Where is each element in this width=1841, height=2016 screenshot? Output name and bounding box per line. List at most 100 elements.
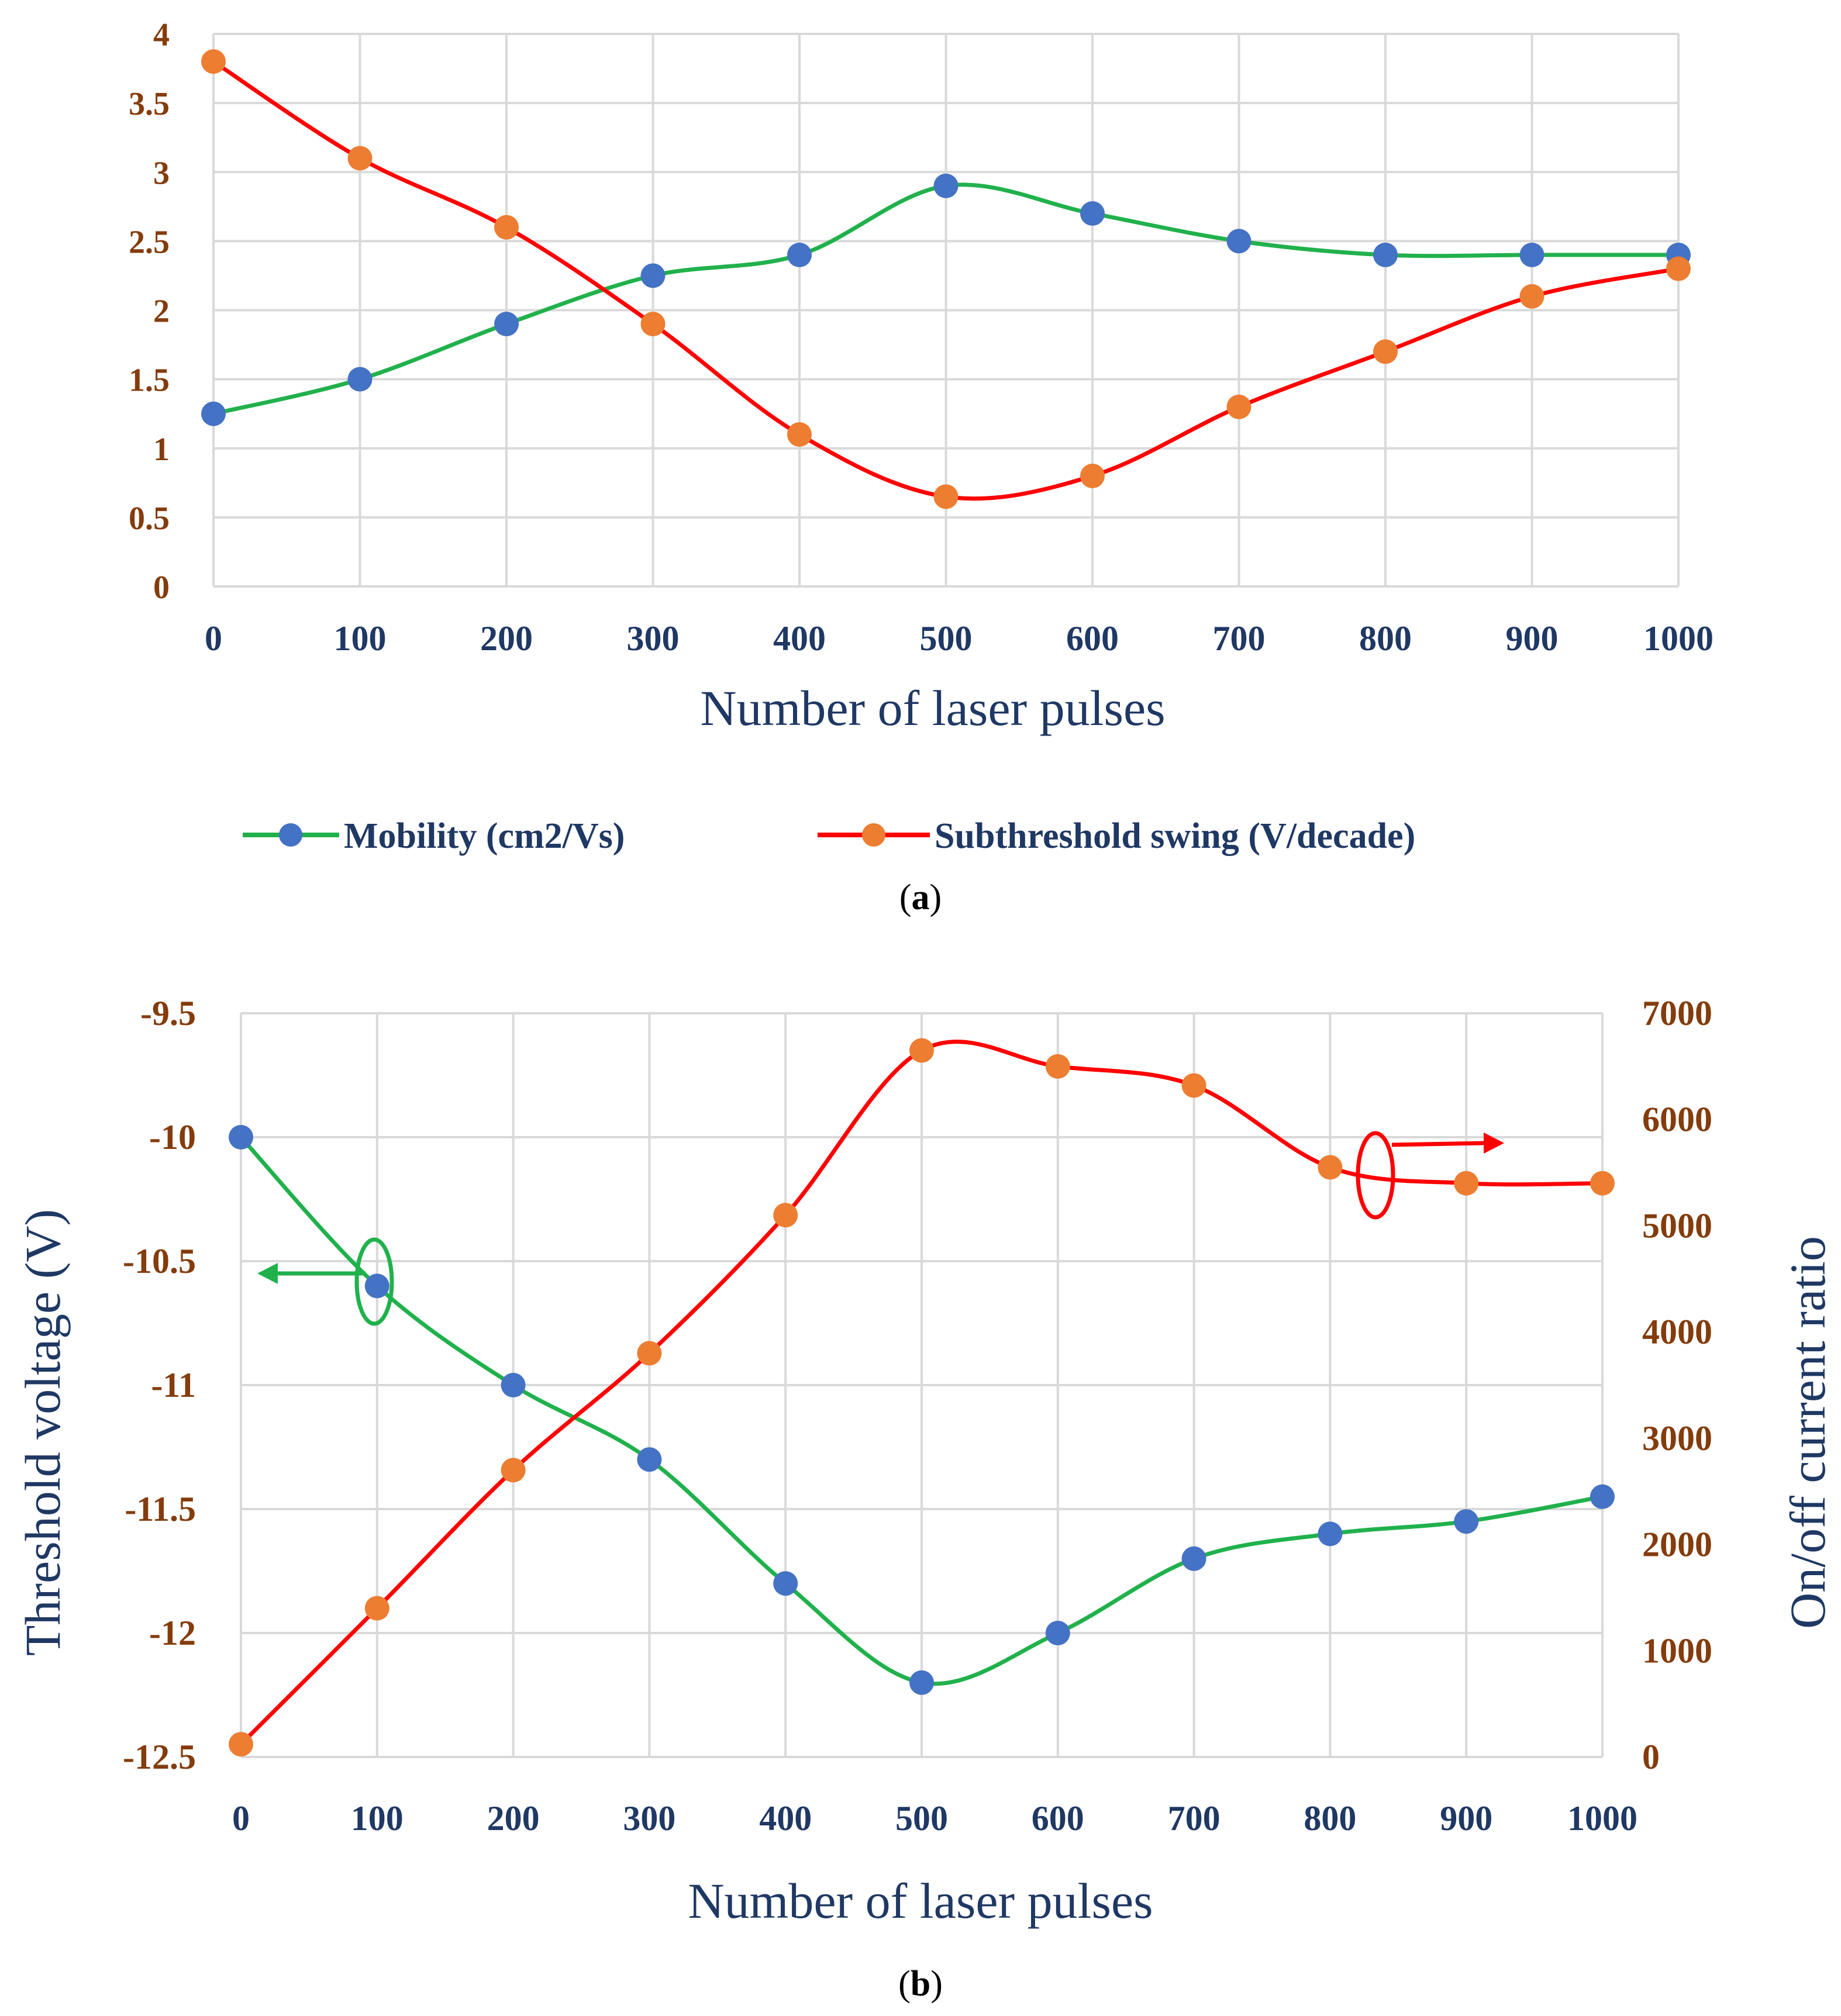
x-tick-label: 900 — [1506, 619, 1559, 658]
x-tick-label: 500 — [920, 619, 973, 658]
y-tick-label: 0.5 — [129, 500, 170, 537]
chart-b-right-y-tick-labels: 0 1000 2000 3000 4000 5000 6000 7000 — [1642, 994, 1712, 1776]
chart-a-y-tick-labels: 0 0.5 1 1.5 2 2.5 3 3.5 4 — [129, 17, 170, 606]
right-y-tick-label: 1000 — [1642, 1631, 1712, 1670]
threshold-voltage-point — [773, 1571, 798, 1596]
chart-b-series — [229, 1038, 1615, 1757]
chart-b-x-axis-title: Number of laser pulses — [688, 1873, 1153, 1929]
on-off-ratio-point — [1045, 1054, 1070, 1079]
subthreshold-swing-point — [1080, 464, 1105, 488]
mobility-point — [1226, 229, 1252, 254]
x-tick-label: 400 — [759, 1799, 812, 1838]
on-off-ratio-point — [1590, 1171, 1615, 1196]
right-y-tick-label: 4000 — [1642, 1313, 1712, 1351]
subthreshold-swing-point — [787, 422, 812, 447]
chart-a-grid — [212, 33, 1680, 588]
mobility-point — [1519, 243, 1544, 267]
threshold-voltage-point — [1590, 1484, 1615, 1509]
threshold-ellipse — [354, 1237, 394, 1326]
legend-mobility-label: Mobility (cm2/Vs) — [344, 816, 625, 856]
mobility-point — [787, 243, 812, 267]
threshold-voltage-point — [1318, 1521, 1343, 1546]
right-y-tick-label: 3000 — [1642, 1419, 1712, 1458]
x-tick-label: 900 — [1440, 1799, 1492, 1838]
subthreshold-swing-point — [1226, 394, 1252, 419]
mobility-point — [201, 401, 226, 426]
mobility-point — [933, 173, 959, 198]
on-off-ratio-point — [1181, 1073, 1206, 1098]
chart-a-legend: Mobility (cm2/Vs) Subthreshold swing (V/… — [243, 816, 1415, 856]
subthreshold-swing-point — [347, 146, 373, 171]
on-off-ratio-point — [364, 1596, 389, 1621]
mobility-point — [494, 312, 519, 337]
chart-b-left-y-tick-labels: -12.5 -12 -11.5 -11 -10.5 -10 -9.5 — [123, 994, 196, 1776]
y-tick-label: 3.5 — [129, 86, 170, 122]
left-y-tick-label: -12.5 — [123, 1738, 196, 1776]
left-y-tick-label: -9.5 — [140, 994, 196, 1033]
left-y-tick-label: -11.5 — [125, 1490, 196, 1528]
left-axis-indicator — [257, 1237, 394, 1326]
mobility-point — [1373, 243, 1398, 267]
x-tick-label: 500 — [895, 1799, 948, 1838]
chart-a-x-axis-title: Number of laser pulses — [700, 680, 1165, 736]
caption-a: (a) — [899, 878, 942, 917]
subthreshold-swing-point — [201, 49, 226, 74]
right-y-tick-label: 7000 — [1642, 994, 1712, 1033]
x-tick-label: 400 — [773, 619, 826, 658]
chart-b-right-y-axis-title: On/off current ratio — [1780, 1236, 1836, 1629]
right-arrow-icon — [1484, 1133, 1504, 1154]
x-tick-label: 1000 — [1643, 619, 1714, 658]
y-tick-label: 1.5 — [129, 363, 170, 399]
on-off-ratio-point — [773, 1203, 798, 1228]
x-tick-label: 0 — [232, 1799, 250, 1838]
left-y-tick-label: -12 — [149, 1614, 196, 1652]
chart-b-grid — [240, 1012, 1604, 1758]
x-tick-label: 700 — [1213, 619, 1266, 658]
ratio-ellipse — [1356, 1131, 1395, 1220]
caption-b: (b) — [898, 1964, 943, 2004]
threshold-voltage-point — [364, 1273, 389, 1299]
left-y-tick-label: -10 — [149, 1118, 196, 1157]
x-tick-label: 600 — [1032, 1799, 1084, 1838]
mobility-point — [1080, 201, 1105, 226]
x-tick-label: 200 — [480, 619, 533, 658]
threshold-voltage-point — [909, 1670, 934, 1695]
x-tick-label: 300 — [627, 619, 680, 658]
threshold-voltage-point — [229, 1125, 253, 1149]
chart-a-series — [201, 49, 1691, 509]
x-tick-label: 100 — [351, 1799, 404, 1838]
chart-a: 0 0.5 1 1.5 2 2.5 3 3.5 4 0 100 200 300 400 500 600 700… — [129, 17, 1714, 917]
threshold-voltage-point — [501, 1373, 526, 1397]
left-y-tick-label: -10.5 — [123, 1242, 196, 1280]
on-off-ratio-line — [239, 1040, 1603, 1746]
legend-ss-marker — [862, 823, 885, 847]
y-tick-label: 2 — [153, 294, 170, 330]
left-arrow-icon — [257, 1263, 278, 1284]
subthreshold-swing-point — [494, 215, 519, 240]
right-y-tick-label: 5000 — [1642, 1206, 1712, 1245]
threshold-voltage-line — [239, 1135, 1603, 1686]
chart-a-x-tick-labels: 0 100 200 300 400 500 600 700 800 900 1000 — [205, 619, 1714, 658]
chart-b-left-y-axis-title: Threshold voltage (V) — [15, 1209, 71, 1656]
subthreshold-swing-point — [933, 484, 959, 509]
right-arrow-shaft — [1391, 1141, 1486, 1147]
x-tick-label: 600 — [1066, 619, 1119, 658]
left-y-tick-label: -11 — [151, 1366, 196, 1404]
legend-ss-label: Subthreshold swing (V/decade) — [935, 816, 1415, 856]
right-y-tick-label: 0 — [1642, 1738, 1660, 1776]
on-off-ratio-point — [1318, 1155, 1343, 1180]
x-tick-label: 800 — [1304, 1799, 1356, 1838]
subthreshold-swing-point — [1373, 339, 1398, 364]
chart-b: -12.5-12-11.5-11-10.5-10-9.5 01000200030… — [15, 994, 1836, 2004]
y-tick-label: 3 — [153, 155, 170, 191]
right-y-tick-label: 2000 — [1642, 1525, 1712, 1564]
on-off-ratio-point — [1454, 1171, 1479, 1196]
on-off-ratio-point — [229, 1732, 253, 1757]
on-off-ratio-point — [501, 1458, 526, 1483]
threshold-voltage-point — [1181, 1546, 1206, 1571]
mobility-point — [640, 263, 666, 288]
mobility-point — [347, 367, 373, 392]
right-axis-indicator — [1356, 1131, 1504, 1220]
x-tick-label: 700 — [1168, 1799, 1221, 1838]
